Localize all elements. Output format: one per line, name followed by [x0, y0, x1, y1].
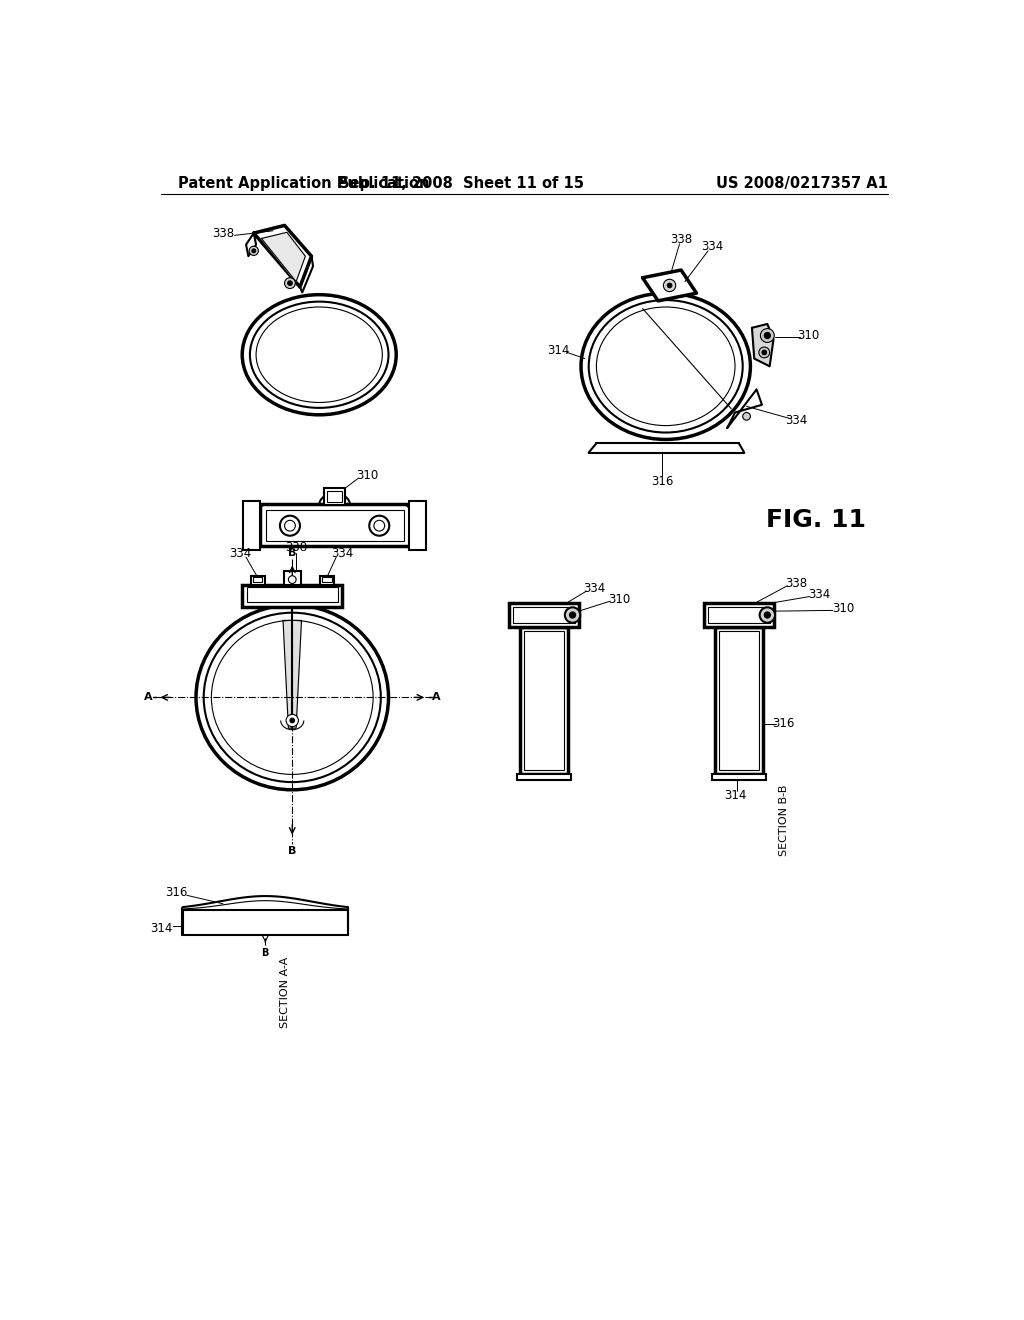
- Circle shape: [290, 718, 295, 723]
- Bar: [251, 576, 264, 585]
- Bar: [324, 488, 345, 506]
- Text: 310: 310: [355, 469, 378, 482]
- Text: 334: 334: [228, 546, 251, 560]
- Text: 334: 334: [700, 240, 723, 253]
- Text: SECTION A-A: SECTION A-A: [280, 957, 290, 1028]
- Circle shape: [289, 576, 296, 583]
- Text: FIG. 11: FIG. 11: [766, 508, 866, 532]
- Circle shape: [664, 280, 676, 292]
- Polygon shape: [246, 234, 256, 256]
- Circle shape: [742, 413, 751, 420]
- Bar: [260, 504, 410, 546]
- Circle shape: [252, 249, 256, 252]
- Text: 316: 316: [650, 475, 673, 488]
- Bar: [520, 627, 568, 774]
- Circle shape: [764, 612, 770, 618]
- Bar: [247, 586, 338, 602]
- Polygon shape: [283, 620, 301, 729]
- Text: 310: 310: [608, 593, 631, 606]
- Circle shape: [565, 607, 581, 623]
- Polygon shape: [254, 226, 311, 286]
- Polygon shape: [727, 389, 762, 428]
- Bar: [705, 603, 773, 627]
- Bar: [266, 510, 403, 541]
- Text: 314: 314: [151, 921, 173, 935]
- Text: 338: 338: [212, 227, 234, 240]
- Bar: [715, 627, 763, 774]
- Bar: [524, 631, 564, 770]
- Bar: [323, 577, 332, 582]
- Text: 338: 338: [785, 577, 808, 590]
- Bar: [708, 607, 770, 623]
- Ellipse shape: [243, 294, 396, 414]
- Bar: [719, 631, 759, 770]
- Text: 338: 338: [285, 541, 307, 554]
- Circle shape: [370, 516, 389, 536]
- Circle shape: [249, 247, 258, 256]
- Bar: [243, 585, 342, 607]
- Circle shape: [285, 277, 295, 289]
- Text: Patent Application Publication: Patent Application Publication: [178, 177, 430, 191]
- Bar: [712, 774, 766, 780]
- Text: 310: 310: [797, 329, 819, 342]
- Text: B: B: [288, 846, 296, 857]
- Circle shape: [761, 329, 774, 342]
- Polygon shape: [752, 323, 773, 367]
- Circle shape: [288, 281, 292, 285]
- Ellipse shape: [196, 605, 388, 789]
- Text: 310: 310: [831, 602, 854, 615]
- Text: 334: 334: [785, 413, 808, 426]
- Text: 334: 334: [583, 582, 605, 595]
- Bar: [327, 491, 342, 502]
- Bar: [517, 774, 571, 780]
- Polygon shape: [261, 232, 305, 281]
- Text: 338: 338: [670, 232, 692, 246]
- Text: 334: 334: [331, 546, 353, 560]
- Bar: [183, 909, 348, 935]
- Circle shape: [668, 284, 672, 288]
- Text: 316: 316: [166, 887, 188, 899]
- Bar: [243, 502, 260, 549]
- Polygon shape: [300, 256, 313, 293]
- Bar: [284, 572, 301, 585]
- Ellipse shape: [581, 293, 751, 440]
- Bar: [319, 576, 334, 585]
- Bar: [253, 577, 262, 582]
- Text: Sep. 11, 2008  Sheet 11 of 15: Sep. 11, 2008 Sheet 11 of 15: [339, 177, 584, 191]
- Circle shape: [762, 350, 767, 355]
- Circle shape: [764, 333, 770, 339]
- Text: 334: 334: [809, 589, 830, 602]
- Text: 314: 314: [547, 345, 569, 358]
- Bar: [513, 607, 574, 623]
- Text: B: B: [261, 948, 269, 958]
- Text: 314: 314: [724, 788, 746, 801]
- Circle shape: [569, 612, 575, 618]
- Text: B: B: [288, 548, 296, 557]
- Circle shape: [760, 607, 775, 623]
- Polygon shape: [643, 271, 696, 301]
- Text: 316: 316: [772, 717, 795, 730]
- Circle shape: [759, 347, 770, 358]
- Bar: [509, 603, 579, 627]
- Text: A: A: [144, 693, 153, 702]
- Circle shape: [280, 516, 300, 536]
- Text: US 2008/0217357 A1: US 2008/0217357 A1: [716, 177, 888, 191]
- Text: SECTION B-B: SECTION B-B: [778, 784, 788, 855]
- Bar: [410, 502, 426, 549]
- Circle shape: [286, 714, 298, 726]
- Text: A: A: [432, 693, 440, 702]
